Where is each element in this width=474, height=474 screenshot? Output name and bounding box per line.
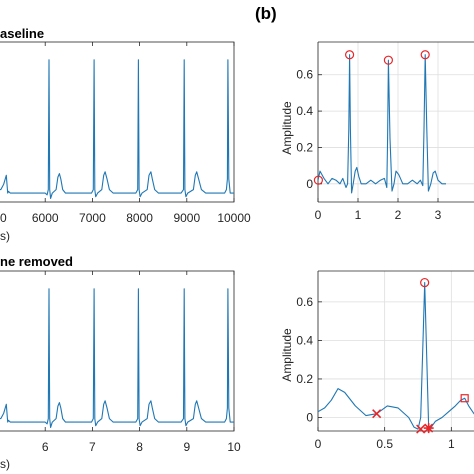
chart-bottom-left: ne removed s) 6 7 8 9 10 — [0, 254, 241, 471]
chart-top-right-ylabel: Amplitude — [280, 101, 294, 155]
chart-3-ytick-label: 0 — [306, 411, 313, 425]
chart-top-left-xlabel: s) — [0, 229, 10, 243]
chart-1-plot-area — [318, 42, 474, 202]
chart-bottom-right: Amplitude 0 0.2 0.4 0.6 0 0.5 1 — [280, 270, 474, 451]
chart-3-xtick-label: 1 — [448, 437, 455, 451]
chart-3-marker-asterisk — [423, 423, 434, 434]
chart-top-left: aseline s) 0 6000 7000 8000 9000 10000 — [0, 26, 251, 243]
chart-1-xtick-label: 1 — [355, 208, 362, 222]
chart-3-plot-area — [318, 271, 474, 431]
chart-bottom-left-xlabel: s) — [0, 457, 10, 471]
chart-1-xtick-label: 3 — [435, 208, 442, 222]
chart-top-left-title: aseline — [0, 26, 44, 41]
chart-1-marker-circle — [383, 55, 393, 65]
chart-2-series-line — [0, 288, 234, 428]
chart-3-marker-circle — [420, 277, 430, 288]
chart-top-right: Amplitude 0 0.2 0.4 0.6 0 1 2 3 — [280, 41, 474, 222]
chart-3-xtick-label: 0.5 — [376, 437, 393, 451]
chart-bottom-left-title: ne removed — [0, 254, 73, 269]
chart-3-ytick-label: 0.6 — [296, 295, 313, 309]
chart-0-xtick-label: 6000 — [32, 211, 59, 225]
chart-0-xtick-label: 8000 — [126, 211, 153, 225]
chart-0-series-line — [0, 59, 234, 199]
chart-2-xtick-label: 7 — [89, 440, 96, 454]
chart-3-ytick-label: 0.4 — [296, 333, 313, 347]
chart-1-marker-circle — [420, 50, 430, 60]
chart-3-marker-x — [372, 409, 382, 419]
chart-1-ytick-label: 0 — [306, 177, 313, 191]
chart-1-ytick-label: 0.2 — [296, 140, 313, 154]
chart-1-ytick-label: 0.4 — [296, 104, 313, 118]
chart-2-xtick-label: 9 — [183, 440, 190, 454]
chart-1-ytick-label: 0.6 — [296, 68, 313, 82]
chart-3-marker-square — [460, 394, 469, 403]
chart-0-xtick-label: 10000 — [217, 211, 251, 225]
chart-0-xtick-label: 7000 — [79, 211, 106, 225]
chart-1-marker-circle — [313, 175, 323, 185]
chart-0-xtick-label: 9000 — [173, 211, 200, 225]
chart-3-marker-x — [416, 424, 426, 434]
panel-label: (b) — [255, 4, 277, 23]
chart-1-marker-circle — [345, 50, 355, 60]
chart-2-xtick-label: 10 — [227, 440, 241, 454]
chart-1-xtick-label: 0 — [315, 208, 322, 222]
chart-1-xtick-label: 2 — [395, 208, 402, 222]
chart-3-ytick-label: 0.2 — [296, 372, 313, 386]
chart-3-series-line — [318, 282, 474, 430]
chart-0-xtick-label: 0 — [0, 211, 7, 225]
chart-1-series-line — [318, 54, 446, 194]
chart-2-xtick-label: 8 — [136, 440, 143, 454]
chart-2-xtick-label: 6 — [42, 440, 49, 454]
chart-3-xtick-label: 0 — [315, 437, 322, 451]
chart-bottom-right-ylabel: Amplitude — [280, 328, 294, 382]
